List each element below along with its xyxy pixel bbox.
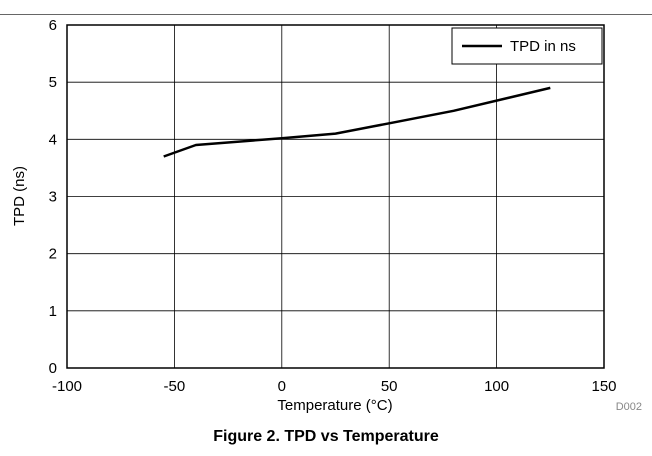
- y-tick-labels: 0 1 2 3 4 5 6: [49, 17, 57, 377]
- x-tick-labels: -100 -50 0 50 100 150: [52, 378, 617, 395]
- x-tick-label: 0: [278, 378, 286, 395]
- y-tick-label: 5: [49, 74, 57, 91]
- legend-label: TPD in ns: [510, 38, 576, 55]
- y-tick-label: 6: [49, 17, 57, 34]
- x-tick-label: -50: [164, 378, 186, 395]
- grid-lines: [67, 25, 604, 368]
- y-tick-label: 0: [49, 360, 57, 377]
- x-tick-label: -100: [52, 378, 82, 395]
- plot-area-border: [66, 24, 605, 369]
- figure-caption: Figure 2. TPD vs Temperature: [213, 428, 439, 445]
- figure-code: D002: [615, 401, 642, 413]
- y-tick-label: 4: [49, 131, 57, 148]
- y-tick-label: 1: [49, 303, 57, 320]
- y-tick-label: 2: [49, 246, 57, 263]
- x-tick-label: 150: [591, 378, 616, 395]
- header-rule: [0, 14, 652, 15]
- x-tick-label: 50: [381, 378, 398, 395]
- series-layer: [163, 86, 551, 158]
- x-axis-label: Temperature (°C): [277, 397, 392, 414]
- y-axis-label: TPD (ns): [11, 166, 28, 226]
- tpd-temperature-chart: 0 1 2 3 4 5 6 -100 -50 0 50 100 150 TPD in ns Tempe…: [11, 17, 617, 414]
- legend: TPD in ns: [451, 27, 603, 65]
- x-tick-label: 100: [484, 378, 509, 395]
- y-tick-label: 3: [49, 189, 57, 206]
- series-line-0: [163, 86, 551, 158]
